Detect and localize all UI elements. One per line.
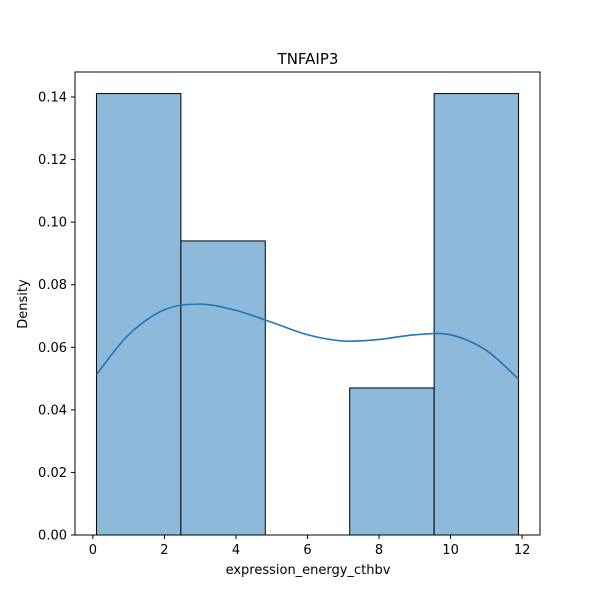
histogram-bar-2 bbox=[180, 240, 266, 536]
histogram-bar-5 bbox=[433, 93, 520, 536]
x-tick-label: 2 bbox=[160, 543, 168, 558]
x-tick-label: 10 bbox=[442, 543, 459, 558]
x-tick-label: 8 bbox=[375, 543, 383, 558]
y-tick-label: 0.06 bbox=[38, 341, 67, 356]
y-axis-ticks: 0.00 0.02 0.04 0.06 0.08 0.10 0.12 0.14 bbox=[38, 91, 75, 544]
x-tick-label: 0 bbox=[89, 543, 97, 558]
y-tick-label: 0.10 bbox=[38, 216, 67, 231]
histogram-bar-1 bbox=[95, 93, 182, 536]
y-tick-label: 0.02 bbox=[38, 466, 67, 481]
y-tick-label: 0.00 bbox=[38, 529, 67, 544]
x-axis-label: expression_energy_cthbv bbox=[226, 563, 391, 578]
x-tick-label: 4 bbox=[232, 543, 240, 558]
y-axis-label: Density bbox=[16, 279, 31, 329]
x-tick-label: 12 bbox=[514, 543, 531, 558]
x-axis-ticks: 0 2 4 6 8 10 12 bbox=[89, 535, 531, 558]
kde-curve bbox=[95, 303, 520, 380]
chart-title: TNFAIP3 bbox=[277, 50, 339, 68]
histogram-bars bbox=[95, 93, 520, 536]
x-tick-label: 6 bbox=[303, 543, 311, 558]
y-tick-label: 0.08 bbox=[38, 278, 67, 293]
y-tick-label: 0.04 bbox=[38, 403, 67, 418]
y-tick-label: 0.12 bbox=[38, 153, 67, 168]
histogram-bar-4 bbox=[349, 387, 435, 536]
y-tick-label: 0.14 bbox=[38, 91, 67, 106]
